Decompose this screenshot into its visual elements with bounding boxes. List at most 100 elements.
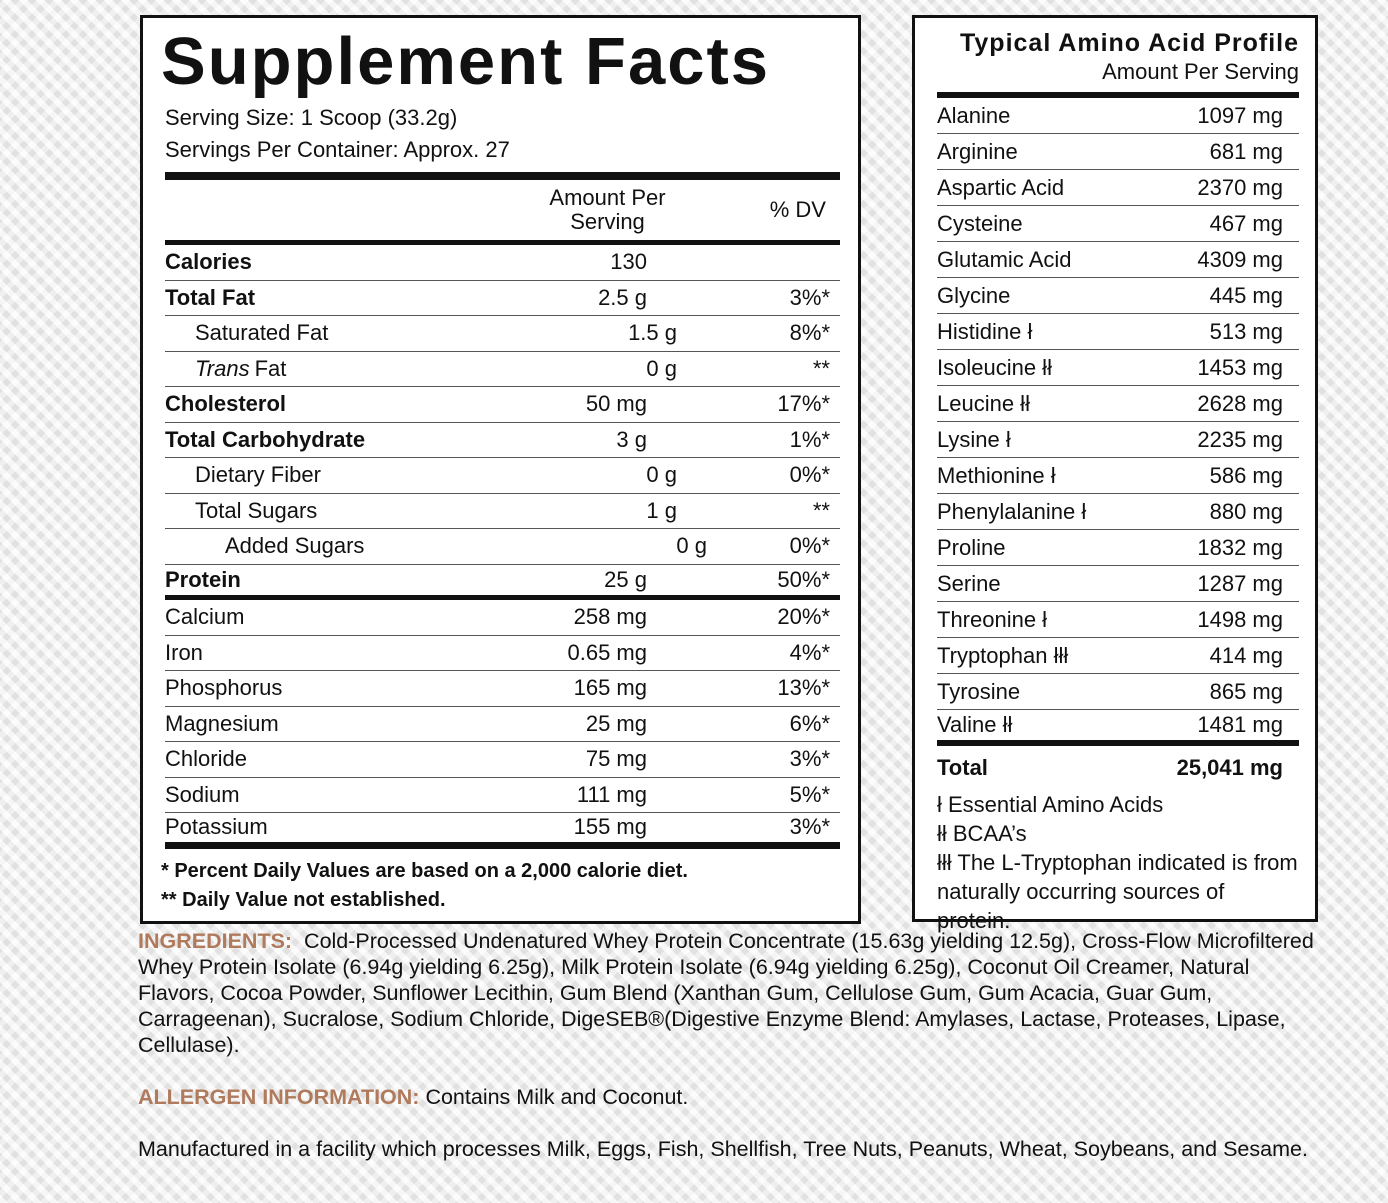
nutrient-name: Phosphorus: [165, 675, 283, 701]
amino-footnote: ł Essential Amino Acids: [937, 792, 1164, 817]
amino-name: Valine łł: [937, 712, 1013, 737]
rule: [165, 240, 840, 245]
amino-name: Lysine ł: [937, 426, 1011, 452]
amino-name: Histidine ł: [937, 318, 1033, 344]
amino-row: Glycine 445 mg: [937, 278, 1299, 314]
facts-row: Chloride 75 mg 3%*: [165, 742, 840, 778]
nutrient-amount: 25 g: [604, 566, 647, 592]
nutrient-amount: 0 g: [646, 462, 677, 488]
nutrient-name: Total Sugars: [195, 497, 318, 523]
amino-amount: 445 mg: [1209, 282, 1283, 308]
facts-title: Supplement Facts: [161, 24, 771, 99]
amino-acid-panel: Typical Amino Acid Profile Amount Per Se…: [912, 15, 1318, 933]
nutrient-dv: 20%*: [777, 604, 830, 630]
total-label: Total: [937, 755, 988, 780]
amino-amount: 1498 mg: [1197, 606, 1283, 632]
nutrient-dv: **: [812, 355, 830, 381]
amino-amount: 2628 mg: [1197, 390, 1283, 416]
amino-amount: 586 mg: [1209, 462, 1283, 488]
facts-rows: Calories 130 Total Fat 2.5 g 3%* Saturated Fa…: [165, 245, 840, 849]
amino-name: Cysteine: [937, 210, 1023, 236]
amino-name: Glycine: [937, 282, 1011, 308]
nutrient-dv: 3%*: [789, 746, 830, 772]
amino-title: Typical Amino Acid Profile: [959, 29, 1299, 57]
amino-amount: 865 mg: [1209, 678, 1283, 704]
facts-row: Potassium 155 mg 3%*: [165, 813, 840, 849]
amino-rows: Alanine 1097 mg Arginine 681 mg Aspartic Aci…: [937, 98, 1299, 746]
nutrient-name: Potassium: [165, 814, 268, 840]
amino-row: Lysine ł 2235 mg: [937, 422, 1299, 458]
amino-amount: 2235 mg: [1197, 426, 1283, 452]
amino-row: Arginine 681 mg: [937, 134, 1299, 170]
amino-amount: 1481 mg: [1197, 712, 1283, 737]
amino-name: Leucine łł: [937, 390, 1030, 416]
amino-name: Aspartic Acid: [937, 174, 1065, 200]
amino-amount: 1287 mg: [1197, 570, 1283, 596]
amino-name: Tryptophan łłł: [937, 642, 1069, 668]
nutrient-dv: 4%*: [789, 639, 830, 665]
amino-name: Glutamic Acid: [937, 246, 1072, 272]
facts-row: Cholesterol 50 mg 17%*: [165, 387, 840, 423]
amino-name: Methionine ł: [937, 462, 1056, 488]
nutrient-name: Dietary Fiber: [195, 462, 321, 488]
amino-row: Valine łł 1481 mg: [937, 710, 1299, 746]
amino-name: Isoleucine łł: [937, 354, 1052, 380]
allergen: ALLERGEN INFORMATION: Contains Milk and …: [138, 1084, 1328, 1110]
amino-row: Serine 1287 mg: [937, 566, 1299, 602]
facts-row: Added Sugars 0 g 0%*: [165, 529, 840, 565]
nutrient-name: Cholesterol: [165, 391, 287, 417]
amino-amount: 467 mg: [1209, 210, 1283, 236]
nutrient-amount: 0.65 mg: [567, 639, 648, 665]
amino-amount: 1453 mg: [1197, 354, 1283, 380]
amino-amount: 681 mg: [1209, 138, 1283, 164]
amino-amount: 4309 mg: [1197, 246, 1283, 272]
facts-row: Calcium 258 mg 20%*: [165, 600, 840, 636]
amino-name: Alanine: [937, 102, 1011, 128]
facts-row: Total Sugars 1 g **: [165, 494, 840, 529]
allergen-label: ALLERGEN INFORMATION:: [138, 1085, 420, 1109]
amount-header: Amount Per Serving: [549, 185, 666, 234]
label-text: INGREDIENTS: Cold-Processed Undenatured …: [138, 928, 1328, 1188]
supplement-facts-panel: Supplement Facts Serving Size: 1 Scoop (…: [140, 15, 861, 924]
amino-row: Tryptophan łłł 414 mg: [937, 638, 1299, 674]
nutrient-dv: 6%*: [789, 710, 830, 736]
facts-row: Dietary Fiber 0 g 0%*: [165, 458, 840, 494]
nutrient-dv: 8%*: [789, 320, 830, 346]
amino-row: Proline 1832 mg: [937, 530, 1299, 566]
facts-row: Total Fat 2.5 g 3%*: [165, 281, 840, 316]
amino-row: Methionine ł 586 mg: [937, 458, 1299, 494]
amino-row: Glutamic Acid 4309 mg: [937, 242, 1299, 278]
facts-row: Saturated Fat 1.5 g 8%*: [165, 316, 840, 352]
facts-row: Magnesium 25 mg 6%*: [165, 707, 840, 742]
facts-row: Trans Fat 0 g **: [165, 352, 840, 387]
footnote: * Percent Daily Values are based on a 2,…: [161, 859, 688, 882]
total-amount: 25,041 mg: [1176, 755, 1283, 780]
amino-footnotes: ł Essential Amino Acids łł BCAA’s łłł The …: [937, 790, 1299, 935]
amino-name: Threonine ł: [937, 606, 1048, 632]
nutrient-amount: 1 g: [646, 497, 677, 523]
facility-note: Manufactured in a facility which process…: [138, 1137, 1308, 1161]
allergen-text: Contains Milk and Coconut.: [425, 1085, 689, 1109]
amino-amount: 513 mg: [1209, 318, 1283, 344]
nutrient-amount: 2.5 g: [598, 284, 647, 310]
ingredients: INGREDIENTS: Cold-Processed Undenatured …: [138, 928, 1328, 1058]
nutrient-name: Saturated Fat: [195, 320, 329, 346]
amino-row: Cysteine 467 mg: [937, 206, 1299, 242]
nutrient-name: Trans Fat: [165, 356, 515, 382]
amino-name: Proline: [937, 534, 1006, 560]
nutrient-name: Added Sugars: [225, 533, 365, 559]
column-header: Amount Per Serving % DV: [165, 180, 840, 240]
nutrient-dv: 13%*: [777, 675, 830, 701]
nutrient-dv: **: [812, 497, 830, 523]
amino-footnote: łł BCAA’s: [937, 821, 1027, 846]
amino-row: Tyrosine 865 mg: [937, 674, 1299, 710]
nutrient-name: Total Fat: [165, 284, 256, 310]
nutrient-amount: 111 mg: [576, 781, 647, 807]
amino-row: Aspartic Acid 2370 mg: [937, 170, 1299, 206]
amino-amount: 414 mg: [1209, 642, 1283, 668]
nutrient-dv: 1%*: [789, 426, 830, 452]
nutrient-dv: 3%*: [789, 814, 830, 840]
ingredients-label: INGREDIENTS:: [138, 929, 293, 953]
amino-row: Threonine ł 1498 mg: [937, 602, 1299, 638]
